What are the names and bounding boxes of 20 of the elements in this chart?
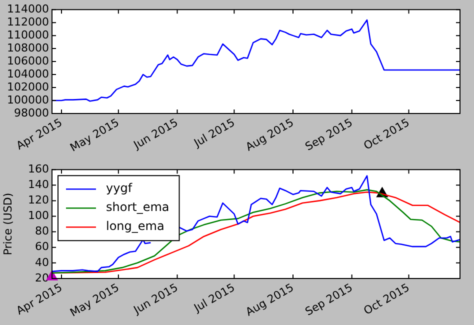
legend-label: long_ema <box>106 219 164 234</box>
y-tick-label: 110000 <box>7 28 49 42</box>
y-tick-label: 106000 <box>7 54 49 68</box>
y-tick-label: 100 <box>28 209 49 222</box>
y-tick-label: 40 <box>35 256 49 269</box>
y-tick-label: 120 <box>28 194 49 207</box>
y-tick-label: 104000 <box>7 67 49 80</box>
y-axis-title: Price (USD) <box>1 192 14 256</box>
legend-label: yygf <box>106 181 133 196</box>
y-tick-label: 98000 <box>14 106 49 120</box>
legend-label: short_ema <box>106 200 170 214</box>
y-tick-label: 112000 <box>7 15 49 28</box>
y-tick-label: 114000 <box>7 2 49 16</box>
y-tick-label: 108000 <box>7 41 49 54</box>
y-tick-label: 140 <box>28 178 49 192</box>
y-tick-label: 60 <box>35 240 49 254</box>
y-tick-label: 102000 <box>7 80 49 94</box>
y-tick-label: 100000 <box>7 93 49 106</box>
y-tick-label: 160 <box>28 162 49 176</box>
y-tick-label: 80 <box>35 224 49 238</box>
